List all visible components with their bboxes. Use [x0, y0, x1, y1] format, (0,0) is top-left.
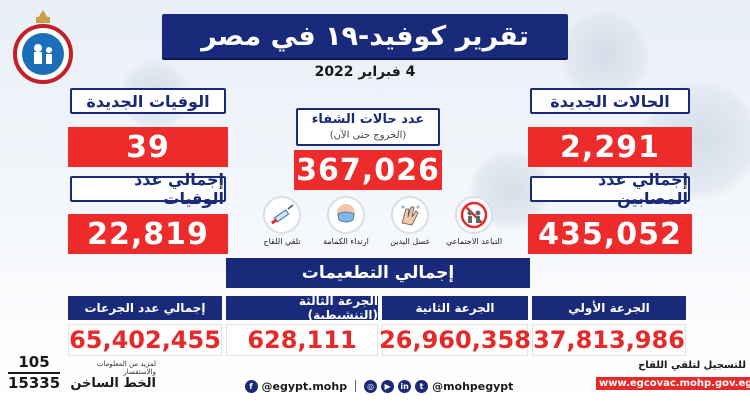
new-cases-value: 2,291 — [528, 127, 692, 167]
vaccinations-title: إجمالي التطعيمات — [226, 258, 530, 288]
hotline-label: الخط الساخن — [70, 376, 156, 391]
tip-label: غسل اليدين — [390, 237, 430, 246]
page-title: تقرير كوفيد-١٩ في مصر — [162, 14, 568, 58]
tip-label: التباعد الاجتماعي — [445, 237, 503, 246]
ministry-logo — [8, 6, 78, 86]
facebook-icon: f — [244, 379, 258, 393]
hotline-number-2: 15335 — [8, 374, 61, 392]
total-deaths-value: 22,819 — [68, 214, 228, 254]
social-links: f @egypt.mohp ◎ ▶ in t @mohpegypt — [244, 376, 514, 396]
total-doses-label: إجمالي عدد الجرعات — [68, 296, 222, 320]
first-dose-label: الجرعة الأولي — [532, 296, 686, 320]
third-dose-value: 628,111 — [226, 324, 378, 356]
hand-washing-icon — [391, 196, 429, 234]
total-cases-label: إجمالي عدد المصابين — [530, 170, 690, 208]
new-deaths-label: الوفيات الجديدة — [70, 88, 226, 114]
registration-url[interactable]: www.egcovac.mohp.gov.eg — [596, 377, 750, 390]
tip-item: ارتداء الكمامة — [316, 196, 376, 256]
second-dose-label: الجرعة الثانية — [382, 296, 528, 320]
tip-item: تلقي اللقاح — [252, 196, 312, 256]
divider — [355, 380, 357, 392]
hotline-subtext: لمزيد من المعلومات والاستفسار — [96, 360, 156, 376]
new-deaths-value: 39 — [68, 127, 228, 167]
facebook-handle[interactable]: @egypt.mohp — [261, 379, 348, 393]
hotline-text: لمزيد من المعلومات والاستفسار الخط الساخ… — [64, 360, 156, 391]
social-distancing-icon — [455, 196, 493, 234]
twitter-icon: t — [415, 379, 429, 393]
prevention-tips: التباعد الاجتماعي غسل اليدين ارتداء الكم… — [252, 196, 504, 256]
youtube-icon: ▶ — [381, 379, 395, 393]
hotline-numbers: 105 15335 — [8, 354, 60, 392]
hotline-number-1: 105 — [18, 353, 50, 371]
divider — [8, 372, 60, 374]
report-date: 4 فبراير 2022 — [314, 64, 416, 80]
tip-label: تلقي اللقاح — [263, 237, 301, 246]
new-cases-label: الحالات الجديدة — [530, 88, 690, 114]
recovered-label-box: عدد حالات الشفاء (الخروج حتى الآن) — [296, 108, 440, 146]
tip-label: ارتداء الكمامة — [323, 237, 369, 246]
third-dose-label: الجرعة الثالثة (التنشيطية) — [226, 294, 378, 322]
social-handle[interactable]: @mohpegypt — [432, 379, 514, 393]
tip-item: التباعد الاجتماعي — [444, 196, 504, 256]
linkedin-icon: in — [398, 379, 412, 393]
face-mask-icon — [327, 196, 365, 234]
recovered-value: 367,026 — [294, 150, 442, 190]
registration-text: للتسجيل لتلقي اللقاح — [638, 360, 746, 371]
vaccine-syringe-icon — [263, 196, 301, 234]
registration-info: للتسجيل لتلقي اللقاح www.egcovac.mohp.go… — [596, 360, 750, 390]
total-doses-value: 65,402,455 — [68, 324, 222, 356]
recovered-sublabel: (الخروج حتى الآن) — [329, 130, 407, 141]
virus-decoration — [560, 10, 650, 100]
tip-item: غسل اليدين — [380, 196, 440, 256]
first-dose-value: 37,813,986 — [532, 324, 686, 356]
total-deaths-label: إجمالي عدد الوفيات — [70, 170, 226, 208]
recovered-label: عدد حالات الشفاء — [311, 112, 425, 127]
second-dose-value: 26,960,358 — [379, 324, 531, 356]
total-cases-value: 435,052 — [528, 214, 692, 254]
instagram-icon: ◎ — [364, 379, 378, 393]
